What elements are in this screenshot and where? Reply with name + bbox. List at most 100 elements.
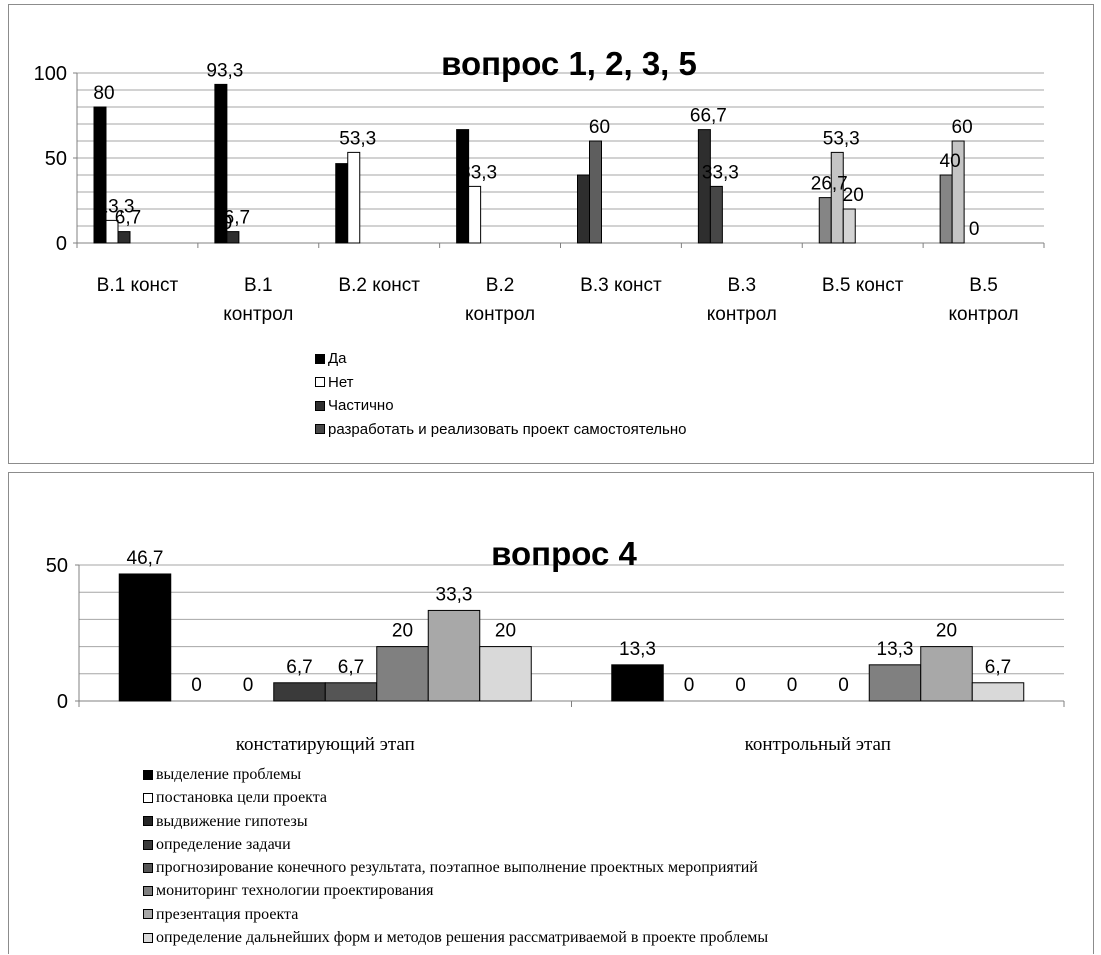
data-label: 60 [952,117,973,138]
data-label: 0 [684,675,695,696]
data-labels: 8013,36,793,36,753,333,36066,733,326,753… [93,60,979,240]
legend-question-4: выделение проблемы постановка цели проект… [143,763,768,949]
data-label: 6,7 [115,208,141,229]
legend-label: определение задачи [156,835,291,853]
x-tick-label: В.1 контрол [223,275,293,325]
bar [117,231,131,244]
bar [830,151,844,244]
legend-label: постановка цели проекта [156,789,328,807]
data-label: 20 [392,621,413,642]
data-label: 60 [589,117,610,138]
y-tick-label: 0 [57,691,68,713]
data-label: 6,7 [338,657,364,678]
bars [93,83,965,244]
legend-item: разработать и реализовать проект самосто… [315,418,687,442]
legend-swatch [143,909,153,920]
bar [589,140,602,244]
legend-item: выдвижение гипотезы [143,810,768,833]
data-label: 0 [838,675,849,696]
data-label: 33,3 [436,584,473,605]
y-tick-label: 100 [34,63,67,85]
legend-item: Да [315,347,687,371]
bar [939,174,953,244]
bar [376,646,429,702]
bar [456,129,470,244]
x-tick-label: констатирующий этап [236,734,415,755]
bar [347,151,361,244]
legend-label: Нет [328,373,354,391]
chart-panel-question-4: 0 50 вопрос 4 констатирующий этап контрольны… [8,472,1094,954]
chart-title: вопрос 4 [491,535,637,572]
bar [427,609,481,702]
legend-swatch [143,816,153,827]
x-tick-label: В.2 контрол [465,275,535,325]
bar [709,185,723,244]
x-tick-label: В.5 контрол [949,275,1019,325]
bar [226,231,240,244]
data-label: 40 [940,151,961,172]
data-label: 6,7 [286,657,312,678]
bar [118,573,172,702]
bar-chart-question-4: 0 50 вопрос 4 констатирующий этап контрольны… [46,535,1065,755]
legend-item: прогнозирование конечного результата, по… [143,856,768,879]
data-label: 13,3 [619,639,656,660]
legend-item: Нет [315,371,687,395]
chart-panel-questions-1-2-3-5: 0 50 100 вопрос 1, 2, 3, 5 В.1 конст В.1 контр… [8,4,1094,464]
legend-label: Да [328,350,347,367]
data-label: 80 [93,83,114,104]
chart-title: вопрос 1, 2, 3, 5 [441,45,697,82]
bar [842,208,856,244]
bars [118,573,1025,702]
legend-label: презентация проекта [156,905,299,923]
data-label: 20 [936,621,957,642]
y-tick-label: 50 [46,555,68,577]
gridlines [77,72,1044,227]
legend-label: мониторинг технологии проектирования [156,882,434,900]
data-label: 66,7 [690,106,727,127]
legend-swatch [143,932,153,943]
data-label: 20 [495,621,516,642]
data-label: 13,3 [877,639,914,660]
data-label: 33,3 [702,162,739,183]
x-tick-label: контрольный этап [745,734,891,755]
legend-label: выделение проблемы [156,766,302,783]
legend-swatch [143,792,153,803]
bar [611,664,664,702]
data-label: 6,7 [985,657,1011,678]
legend-item: Частично [315,394,687,418]
legend-label: прогнозирование конечного результата, по… [156,859,758,877]
legend-item: определение задачи [143,833,768,856]
legend-swatch [315,377,325,388]
legend-label: разработать и реализовать проект самосто… [328,420,687,438]
y-tick-label: 50 [45,148,67,170]
gridlines [79,564,1064,675]
bar [214,83,228,244]
legend-swatch [143,839,153,850]
bar [335,163,349,244]
data-label: 20 [843,185,864,206]
data-label: 33,3 [460,162,497,183]
legend-item: постановка цели проекта [143,786,768,809]
data-label: 53,3 [823,128,860,149]
bar [868,664,922,702]
bar [971,682,1025,702]
legend-questions-1-2-3-5: Да Нет Частично разработать и реализовать п… [315,347,687,441]
bar-chart-questions-1-2-3-5: 0 50 100 вопрос 1, 2, 3, 5 В.1 конст В.1 контр… [34,45,1045,325]
legend-item: выделение проблемы [143,763,768,786]
legend-swatch [143,769,153,780]
legend-label: определение дальнейших форм и методов ре… [156,929,769,947]
legend-swatch [143,886,153,897]
bar [273,682,326,702]
legend-swatch [315,353,325,364]
data-label: 0 [222,213,233,234]
bar [951,140,965,244]
bar [818,197,832,244]
bar [697,129,711,244]
x-tick-label: В.1 конст [97,275,179,296]
legend-swatch [315,400,325,411]
data-label: 46,7 [127,548,164,569]
data-label: 0 [243,675,254,696]
bar [577,174,590,244]
bar [479,646,532,702]
bar [324,682,378,702]
